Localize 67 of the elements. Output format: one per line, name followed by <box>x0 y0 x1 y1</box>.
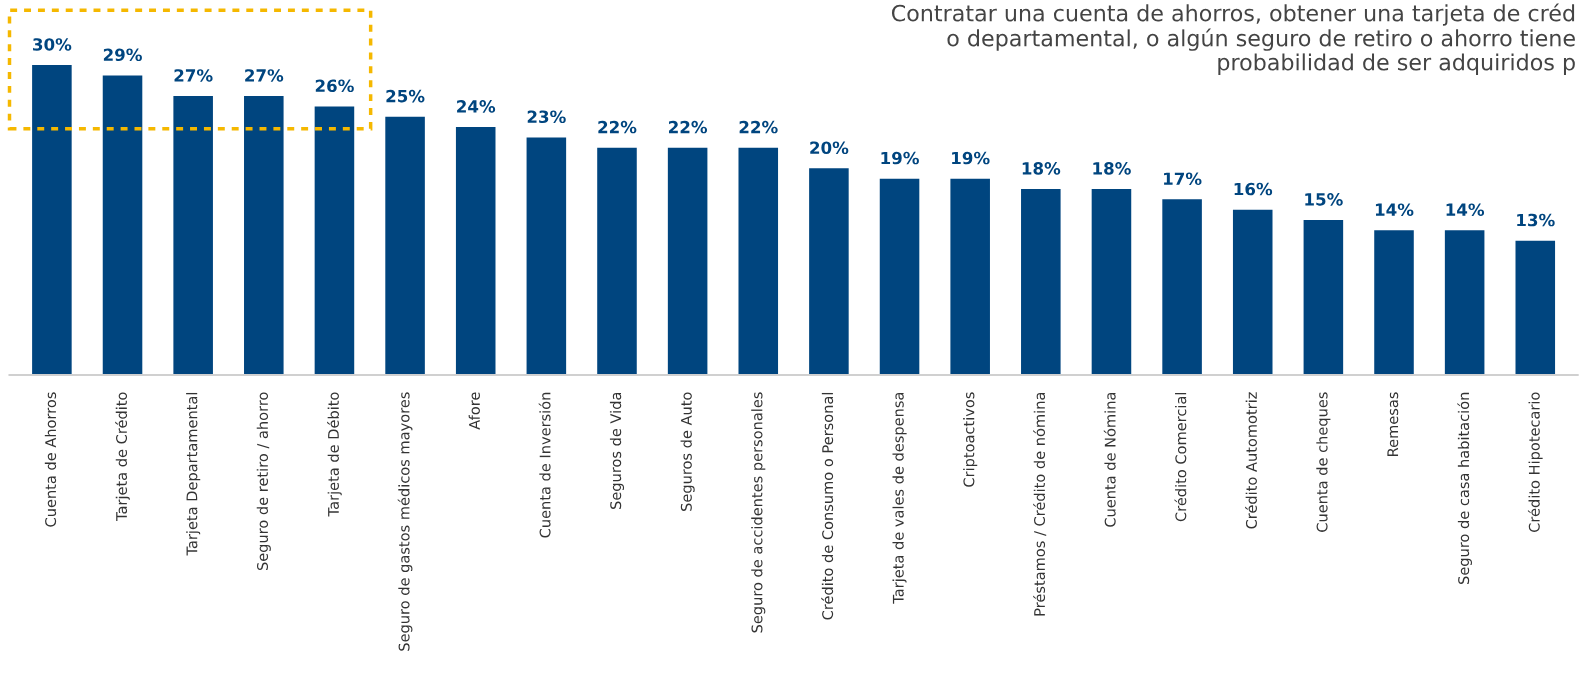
x-tick-label: Afore <box>468 392 480 430</box>
data-label: 22% <box>669 120 708 134</box>
data-label: 29% <box>103 48 142 62</box>
data-label: 26% <box>315 79 354 93</box>
data-label: 27% <box>174 69 213 82</box>
chart-title: Contratar una cuenta de ahorros, obtener una tarjeta de créd o departamental, o algún seguro de retiro o ahorro tiene probabilidad de ser adquiridos p <box>891 3 1575 75</box>
x-tick-label: Crédito Comercial <box>1174 392 1187 522</box>
bar <box>1162 199 1202 375</box>
bar <box>667 147 708 375</box>
x-tick-label: Cuenta de Nómina <box>1103 392 1116 527</box>
x-tick-label: Tarjeta de Crédito <box>115 392 130 522</box>
x-tick-label: Cuenta de Inversión <box>538 392 551 538</box>
x-tick-label: Seguro de retiro / ahorro <box>256 392 271 571</box>
data-label: 14% <box>1375 203 1414 216</box>
data-label: 14% <box>1446 203 1485 216</box>
bar <box>1021 189 1061 375</box>
x-tick-label: Seguros de Auto <box>680 392 695 511</box>
bar <box>385 116 425 375</box>
bar <box>1374 230 1414 375</box>
bar <box>1303 220 1344 375</box>
bar <box>1232 209 1273 375</box>
x-tick-label: Tarjeta Departamental <box>186 392 201 556</box>
bar <box>244 96 284 375</box>
x-tick-label: Criptoactivos <box>963 392 978 487</box>
bar <box>738 147 779 375</box>
bar <box>1444 230 1485 375</box>
bar <box>102 75 143 375</box>
bar <box>1515 240 1556 375</box>
x-tick-label: Préstamos / Crédito de nómina <box>1033 392 1047 616</box>
data-label: 20% <box>810 141 849 155</box>
data-label: 22% <box>739 120 778 134</box>
bar <box>1091 189 1132 375</box>
x-tick-label: Tarjeta de vales de despensa <box>892 392 907 604</box>
bar <box>526 137 567 375</box>
x-tick-label: Seguro de accidentes personales <box>751 392 766 633</box>
bar <box>173 96 213 375</box>
data-label: 19% <box>881 151 919 165</box>
x-tick-label: Seguros de Vida <box>609 392 625 509</box>
data-label: 24% <box>457 100 496 113</box>
bar <box>597 147 637 375</box>
data-label: 13% <box>1517 213 1555 227</box>
data-label: 30% <box>33 38 72 51</box>
x-tick-label: Cuenta de cheques <box>1316 392 1331 532</box>
data-label: 15% <box>1305 193 1343 206</box>
bar <box>32 65 72 375</box>
x-tick-label: Seguro de gastos médicos mayores <box>397 392 413 651</box>
data-label: 18% <box>1022 162 1061 175</box>
x-tick-label: Tarjeta de Débito <box>327 392 342 517</box>
bar <box>455 127 496 375</box>
x-tick-label: Crédito Automotriz <box>1245 392 1257 529</box>
data-label: 19% <box>952 151 990 165</box>
bar <box>879 178 920 375</box>
x-tick-label: Cuenta de Ahorros <box>44 392 57 527</box>
data-label: 17% <box>1164 172 1202 186</box>
data-label: 23% <box>527 110 566 124</box>
x-tick-label: Crédito Hipotecario <box>1527 392 1543 533</box>
data-label: 18% <box>1093 162 1131 175</box>
x-tick-label: Crédito de Consumo o Personal <box>821 392 834 620</box>
bar <box>950 178 990 375</box>
bar <box>809 168 849 375</box>
x-tick-label: Remesas <box>1387 392 1399 456</box>
data-label: 16% <box>1234 182 1273 196</box>
data-label: 22% <box>598 120 637 134</box>
x-tick-label: Seguro de casa habitación <box>1457 392 1472 584</box>
bar <box>314 106 355 375</box>
data-label: 25% <box>386 89 425 103</box>
data-label: 27% <box>245 69 284 82</box>
